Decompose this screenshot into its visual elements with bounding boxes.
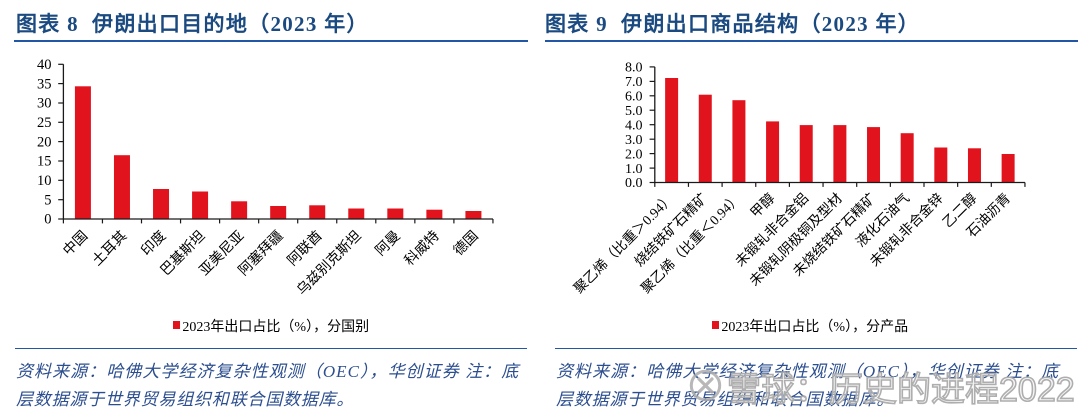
svg-text:5.0: 5.0 xyxy=(625,104,643,119)
svg-text:3.0: 3.0 xyxy=(625,133,643,148)
svg-text:中国: 中国 xyxy=(60,228,91,259)
svg-text:0.0: 0.0 xyxy=(625,176,643,191)
svg-text:阿曼: 阿曼 xyxy=(373,228,404,259)
svg-text:土耳其: 土耳其 xyxy=(89,228,130,269)
svg-text:2.0: 2.0 xyxy=(625,147,643,162)
svg-text:10: 10 xyxy=(37,173,52,189)
svg-text:40: 40 xyxy=(37,57,52,73)
svg-text:印度: 印度 xyxy=(138,228,169,259)
svg-text:甲醇: 甲醇 xyxy=(747,190,778,221)
svg-text:德国: 德国 xyxy=(451,228,482,259)
svg-text:6.0: 6.0 xyxy=(625,90,643,105)
svg-text:5: 5 xyxy=(44,192,51,208)
svg-text:8.0: 8.0 xyxy=(625,61,643,76)
svg-text:7.0: 7.0 xyxy=(625,75,643,90)
svg-text:科威特: 科威特 xyxy=(402,228,443,269)
svg-text:0: 0 xyxy=(44,212,51,228)
svg-text:4.0: 4.0 xyxy=(625,118,643,133)
svg-text:20: 20 xyxy=(37,134,52,150)
svg-text:35: 35 xyxy=(37,76,52,92)
svg-text:30: 30 xyxy=(37,96,52,112)
svg-text:1.0: 1.0 xyxy=(625,162,643,177)
svg-text:25: 25 xyxy=(37,115,52,131)
svg-text:15: 15 xyxy=(37,154,52,170)
